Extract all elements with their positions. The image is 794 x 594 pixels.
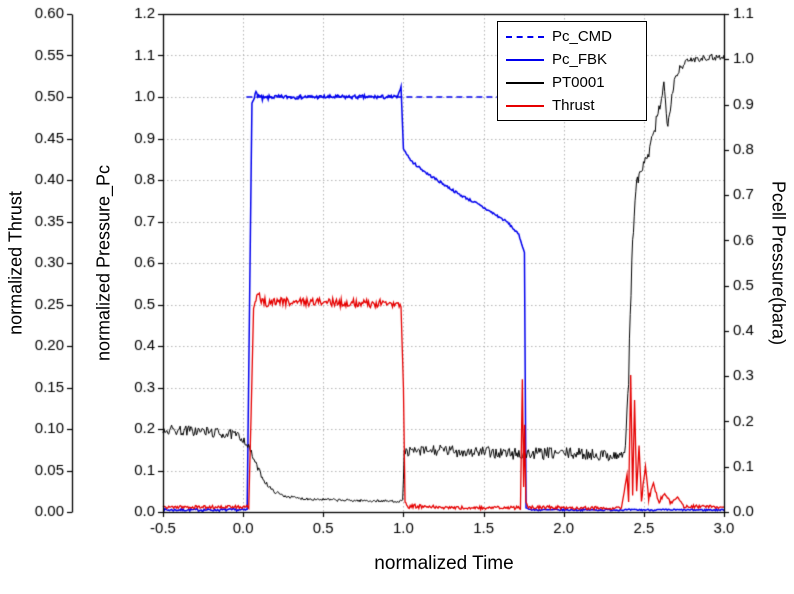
y-axis-title-pcell: Pcell Pressure(bara) <box>768 180 789 346</box>
legend-line-sample-pt0001 <box>506 81 544 84</box>
legend-line-sample-pc-fbk <box>506 58 544 61</box>
legend-line-sample-thrust <box>506 104 544 107</box>
y-axis-title-thrust: normalized Thrust <box>5 191 26 335</box>
legend-label-thrust: Thrust <box>552 97 595 114</box>
legend-item-thrust: Thrust <box>498 94 646 117</box>
legend-label-pc-fbk: Pc_FBK <box>552 51 608 68</box>
legend-item-pt0001: PT0001 <box>498 71 646 94</box>
legend-item-pc-cmd: Pc_CMD <box>498 25 646 48</box>
legend: Pc_CMD Pc_FBK PT0001 Thrust <box>497 21 647 121</box>
legend-line-sample-pc-cmd <box>506 35 544 38</box>
y-axis-title-pc: normalized Pressure_Pc <box>93 164 114 362</box>
legend-label-pc-cmd: Pc_CMD <box>552 28 613 45</box>
legend-item-pc-fbk: Pc_FBK <box>498 48 646 71</box>
legend-label-pt0001: PT0001 <box>552 74 605 91</box>
x-axis-title: normalized Time <box>374 553 514 574</box>
